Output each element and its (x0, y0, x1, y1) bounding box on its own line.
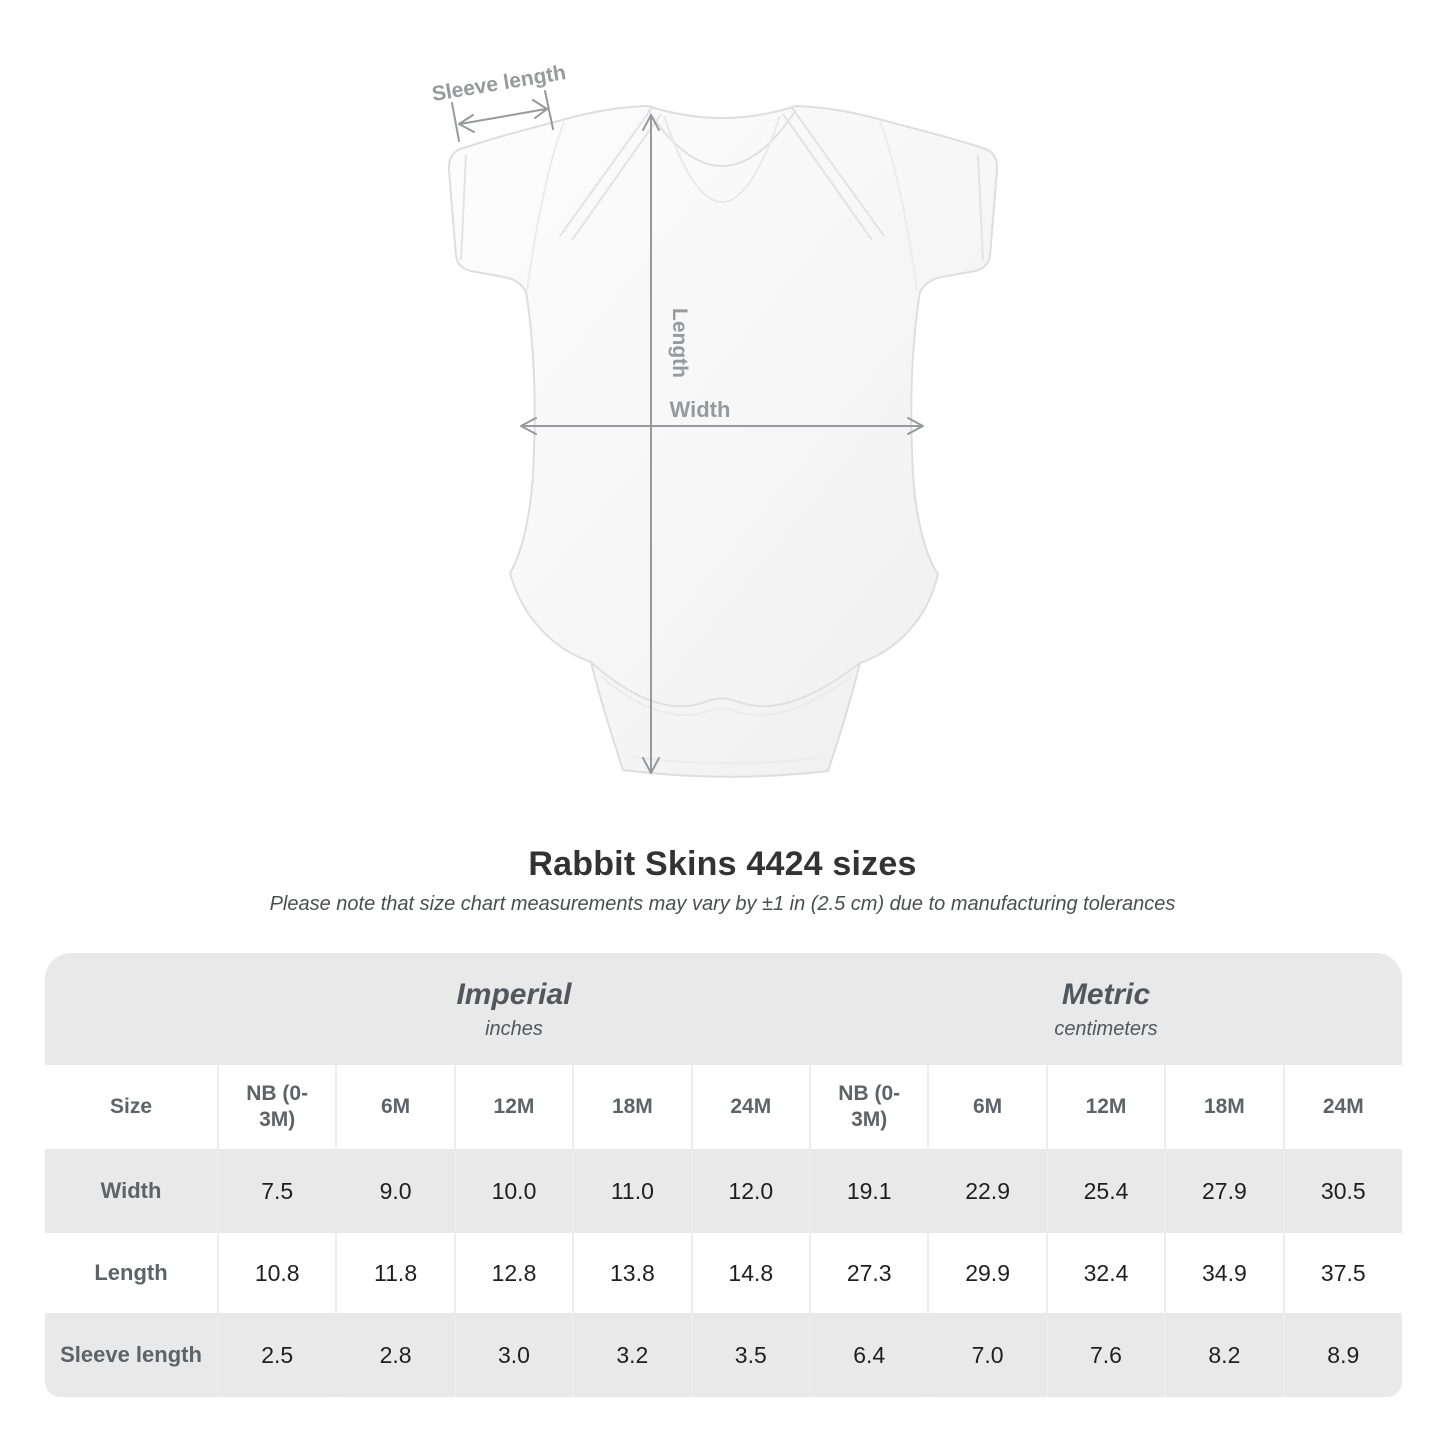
tolerance-note: Please note that size chart measurements… (269, 893, 1176, 915)
size-col-header: 6M (335, 1065, 455, 1149)
metric-label: Metric (1061, 977, 1151, 1011)
sleeve-length-dimension (451, 90, 554, 142)
value-cell: 9.0 (335, 1149, 455, 1233)
value-cell: 19.1 (809, 1149, 929, 1233)
size-col-header: 24M (690, 1065, 811, 1149)
page-title: Rabbit Skins 4424 sizes (528, 845, 917, 883)
row-label: Width (45, 1149, 218, 1233)
bodysuit-shape (447, 105, 999, 778)
size-col-header: 18M (1164, 1065, 1284, 1149)
value-cell: 3.2 (572, 1313, 692, 1397)
left-flap-seam (559, 107, 662, 241)
value-cell: 7.0 (927, 1313, 1047, 1397)
value-cell: 10.8 (216, 1233, 337, 1313)
imperial-unit-label: inches (485, 1017, 543, 1040)
size-col-header: 12M (453, 1065, 574, 1149)
size-col-header: 18M (572, 1065, 692, 1149)
bodysuit-outline (447, 105, 999, 778)
value-cell: 2.5 (216, 1313, 337, 1397)
length-arrowheads (642, 114, 660, 774)
crotch-flap-binding (600, 675, 852, 716)
size-col-header: 6M (927, 1065, 1047, 1149)
size-table-container: Imperial inches Metric centimeters Size … (45, 953, 1402, 1397)
imperial-group-header: Imperial inches (218, 953, 811, 1065)
value-cell: 30.5 (1282, 1149, 1402, 1233)
value-cell: 11.0 (572, 1149, 692, 1233)
value-cell: 27.3 (809, 1233, 929, 1313)
metric-unit-label: centimeters (1054, 1017, 1158, 1040)
value-cell: 29.9 (927, 1233, 1047, 1313)
width-label: Width (670, 397, 731, 422)
imperial-label: Imperial (456, 977, 572, 1011)
bodysuit-illustration: Sleeve length Length Width (430, 61, 999, 778)
value-cell: 2.8 (335, 1313, 455, 1397)
value-cell: 12.0 (690, 1149, 811, 1233)
bottom-hem (632, 756, 819, 765)
chart-header: Rabbit Skins 4424 sizes Please note that… (0, 845, 1445, 916)
width-dimension (520, 417, 924, 435)
table-row-length: Length 10.8 11.8 12.8 13.8 14.8 27.3 29.… (45, 1233, 1402, 1313)
value-cell: 13.8 (572, 1233, 692, 1313)
metric-group-header: Metric centimeters (810, 953, 1402, 1065)
size-col-header: 12M (1045, 1065, 1166, 1149)
value-cell: 14.8 (690, 1233, 811, 1313)
size-table: Imperial inches Metric centimeters Size … (45, 953, 1402, 1397)
value-cell: 22.9 (927, 1149, 1047, 1233)
value-cell: 25.4 (1045, 1149, 1166, 1233)
size-col-header: NB (0-3M) (216, 1065, 337, 1149)
value-cell: 11.8 (335, 1233, 455, 1313)
value-cell: 7.6 (1045, 1313, 1166, 1397)
value-cell: 3.0 (453, 1313, 574, 1397)
measurement-annotations (451, 90, 924, 774)
value-cell: 8.9 (1282, 1313, 1402, 1397)
table-corner-cell (45, 953, 218, 1065)
right-flap-seam (782, 107, 885, 241)
row-label: Length (45, 1233, 218, 1313)
value-cell: 10.0 (453, 1149, 574, 1233)
size-diagram: Sleeve length Length Width (430, 61, 999, 778)
sleeve-arrow-line (459, 108, 547, 125)
value-cell: 3.5 (690, 1313, 811, 1397)
armhole-seams (526, 121, 918, 292)
cuff-hems (460, 154, 984, 261)
unit-group-row: Imperial inches Metric centimeters (45, 953, 1402, 1065)
value-cell: 32.4 (1045, 1233, 1166, 1313)
inner-neckline-seam (663, 115, 781, 203)
size-col-header: 24M (1282, 1065, 1402, 1149)
size-header-row: Size NB (0-3M) 6M 12M 18M 24M NB (0-3M) … (45, 1065, 1402, 1149)
value-cell: 8.2 (1164, 1313, 1284, 1397)
sleeve-extension-ticks (451, 90, 554, 142)
size-header-cell: Size (45, 1065, 218, 1149)
value-cell: 12.8 (453, 1233, 574, 1313)
sleeve-arrowheads (458, 99, 548, 133)
size-col-header: NB (0-3M) (809, 1065, 929, 1149)
table-row-width: Width 7.5 9.0 10.0 11.0 12.0 19.1 22.9 2… (45, 1149, 1402, 1233)
length-label: Length (668, 308, 691, 378)
value-cell: 37.5 (1282, 1233, 1402, 1313)
row-label: Sleeve length (45, 1313, 218, 1397)
value-cell: 6.4 (809, 1313, 929, 1397)
table-row-sleeve-length: Sleeve length 2.5 2.8 3.0 3.2 3.5 6.4 7.… (45, 1313, 1402, 1397)
length-dimension (642, 114, 660, 774)
width-arrowheads (520, 417, 924, 435)
value-cell: 34.9 (1164, 1233, 1284, 1313)
collar-band-seam (647, 109, 797, 167)
value-cell: 7.5 (216, 1149, 337, 1233)
value-cell: 27.9 (1164, 1149, 1284, 1233)
